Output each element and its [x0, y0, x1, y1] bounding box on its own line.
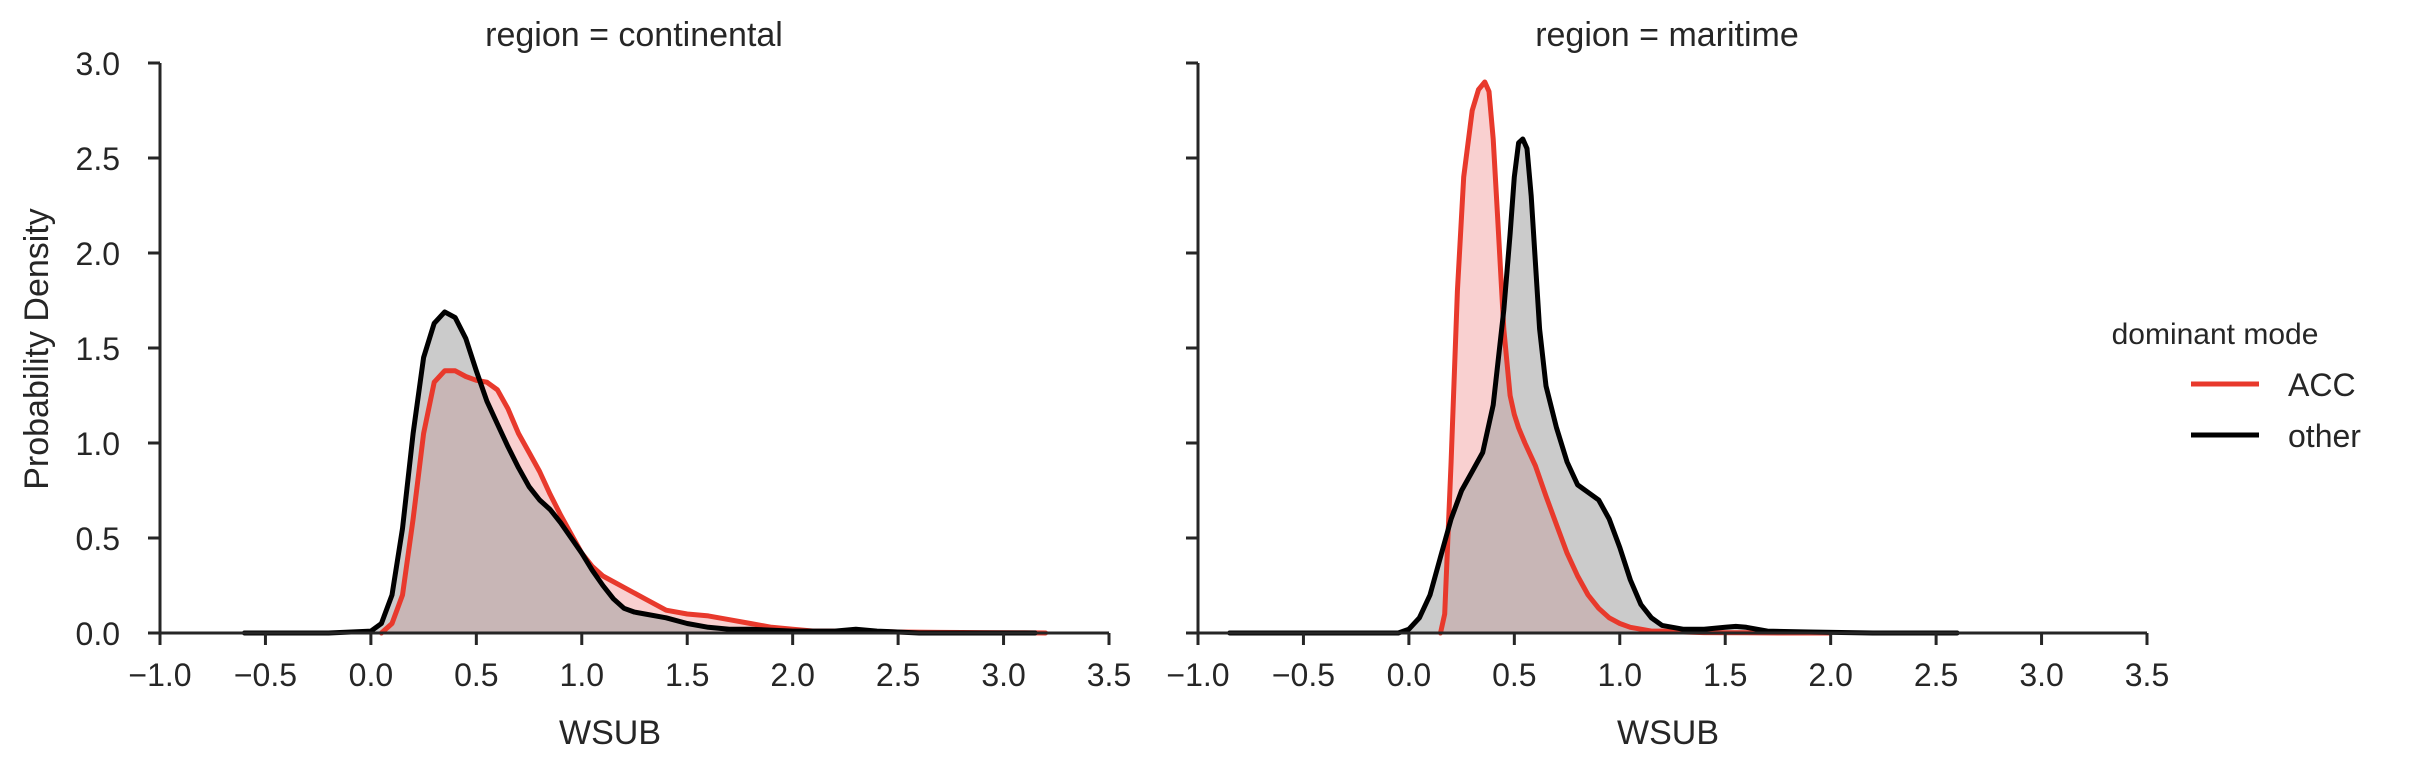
legend-label-acc: ACC	[2288, 367, 2356, 403]
x-tick-label: −1.0	[1166, 657, 1229, 693]
y-tick-label: 1.0	[76, 426, 120, 462]
x-tick-label: −1.0	[128, 657, 191, 693]
density-line-acc	[1438, 79, 1834, 636]
x-tick-label: −0.5	[1272, 657, 1335, 693]
x-tick-label: 0.0	[349, 657, 393, 693]
x-tick-label: 2.0	[770, 657, 814, 693]
x-tick-label: 1.0	[1598, 657, 1642, 693]
panel-title-maritime: region = maritime	[1535, 16, 1799, 54]
legend-title: dominant mode	[2112, 318, 2319, 351]
x-axis-label-maritime: WSUB	[1617, 714, 1719, 752]
x-tick-label: 2.5	[1914, 657, 1958, 693]
x-tick-label: 3.0	[2019, 657, 2063, 693]
y-tick-label: 1.5	[76, 331, 120, 367]
x-tick-label: 1.5	[1703, 657, 1747, 693]
density-fill-other	[244, 311, 1036, 633]
x-tick-label: 2.5	[876, 657, 920, 693]
density-fill-other	[1229, 139, 1958, 633]
y-tick-label: 2.0	[76, 236, 120, 272]
x-tick-label: −0.5	[234, 657, 297, 693]
y-tick-label: 3.0	[76, 46, 120, 82]
x-axis-label-continental: WSUB	[559, 714, 661, 752]
y-axis-label: Probability Density	[18, 208, 56, 490]
x-tick-label: 1.0	[560, 657, 604, 693]
x-tick-label: 0.0	[1387, 657, 1431, 693]
y-tick-label: 0.5	[76, 521, 120, 557]
panel-maritime: region = maritime −1.0 −0.5 0.0 0.5 1.0 1.5 2.…	[1166, 16, 2169, 752]
density-line-other	[241, 309, 1038, 636]
x-tick-label: 1.5	[665, 657, 709, 693]
legend: dominant mode ACC other	[2112, 318, 2362, 454]
y-tick-label: 2.5	[76, 141, 120, 177]
x-tick-label: 0.5	[454, 657, 498, 693]
panel-title-continental: region = continental	[485, 16, 783, 54]
x-tick-label: 0.5	[1492, 657, 1536, 693]
density-line-other	[1227, 136, 1960, 636]
plot-area-maritime: −1.0 −0.5 0.0 0.5 1.0 1.5 2.0 2.5 3.0 3.5	[1166, 61, 2169, 693]
legend-label-other: other	[2288, 418, 2361, 454]
plot-area-continental: −1.0 −0.5 0.0 0.5 1.0 1.5 2.0 2.5 3.0 3.5 0.0 0.5 1.…	[76, 46, 1132, 693]
x-tick-label: 3.5	[2125, 657, 2169, 693]
x-tick-label: 3.0	[981, 657, 1025, 693]
x-tick-label: 3.5	[1087, 657, 1131, 693]
panel-continental: region = continental −1.0 −0.5 0.0 0.5 1.0 1.…	[76, 16, 1132, 752]
x-tick-label: 2.0	[1808, 657, 1852, 693]
y-tick-label: 0.0	[76, 616, 120, 652]
